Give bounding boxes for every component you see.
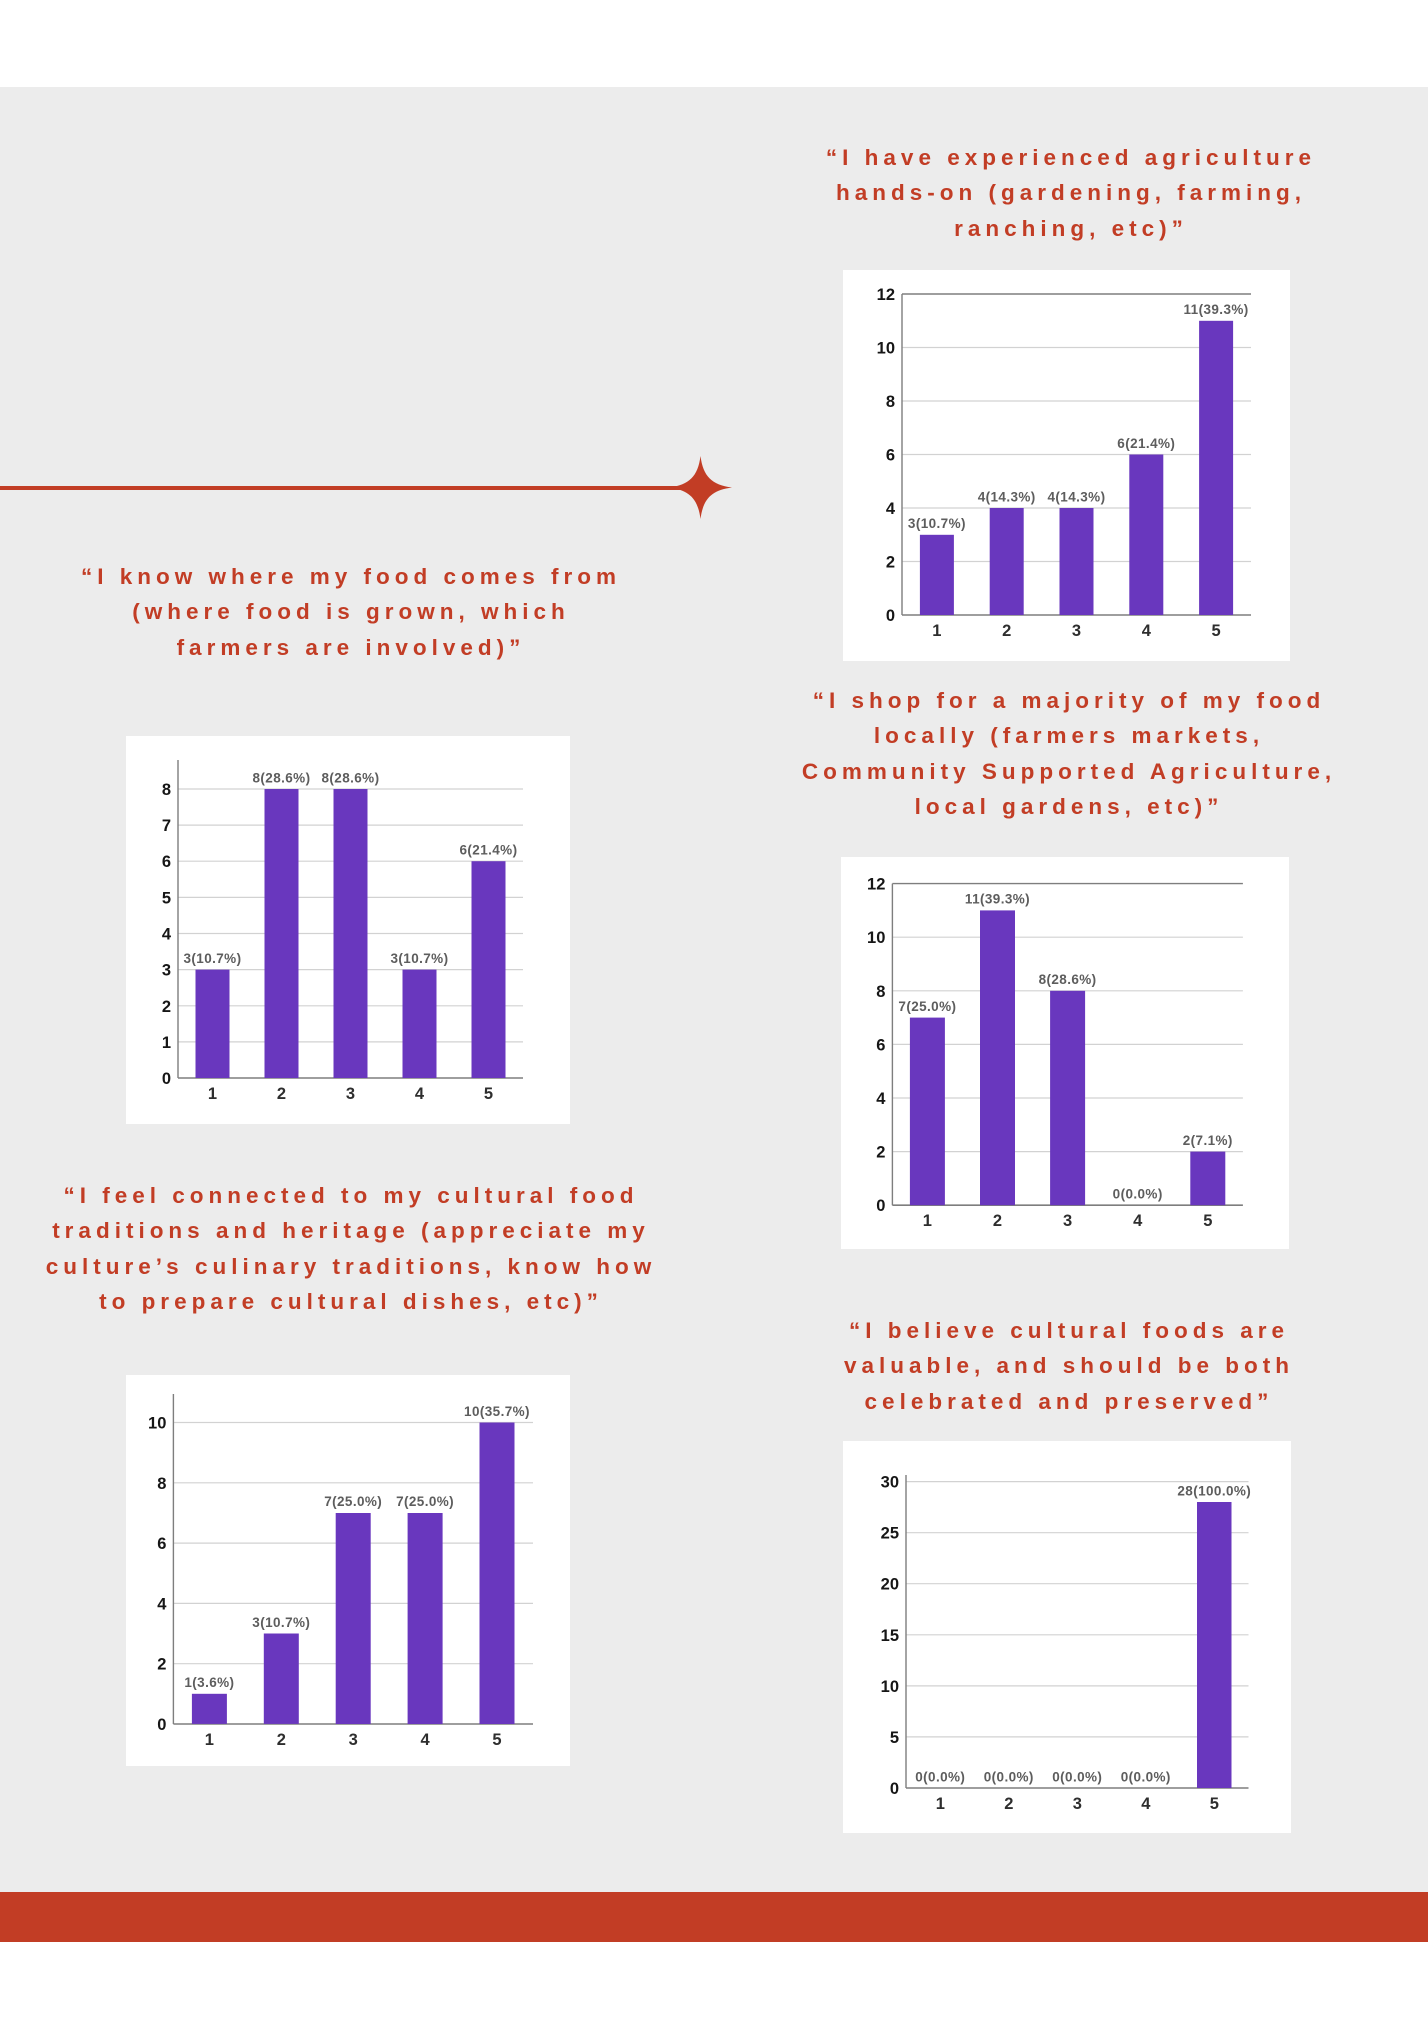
svg-text:6: 6 xyxy=(157,1535,166,1553)
svg-text:0(0.0%): 0(0.0%) xyxy=(1052,1769,1102,1784)
svg-text:20: 20 xyxy=(881,1576,899,1594)
svg-text:6: 6 xyxy=(886,447,895,465)
svg-text:4: 4 xyxy=(1142,622,1152,640)
svg-text:5: 5 xyxy=(492,1731,501,1749)
svg-text:7(25.0%): 7(25.0%) xyxy=(324,1494,382,1509)
svg-text:12: 12 xyxy=(867,876,885,894)
svg-text:3: 3 xyxy=(1072,622,1081,640)
svg-text:5: 5 xyxy=(1212,622,1221,640)
svg-text:0(0.0%): 0(0.0%) xyxy=(1113,1187,1163,1202)
svg-text:3(10.7%): 3(10.7%) xyxy=(908,516,966,531)
svg-text:28(100.0%): 28(100.0%) xyxy=(1177,1483,1251,1498)
svg-text:1: 1 xyxy=(932,622,941,640)
svg-text:8: 8 xyxy=(162,781,171,799)
svg-text:8: 8 xyxy=(157,1475,166,1493)
svg-text:11(39.3%): 11(39.3%) xyxy=(965,892,1030,907)
svg-text:0(0.0%): 0(0.0%) xyxy=(984,1769,1034,1784)
svg-text:0: 0 xyxy=(886,607,895,625)
svg-text:1: 1 xyxy=(162,1034,171,1052)
svg-text:8: 8 xyxy=(886,393,895,411)
svg-text:15: 15 xyxy=(881,1627,899,1645)
svg-text:0(0.0%): 0(0.0%) xyxy=(915,1769,965,1784)
svg-text:4: 4 xyxy=(415,1085,425,1103)
svg-text:6: 6 xyxy=(162,853,171,871)
svg-text:4(14.3%): 4(14.3%) xyxy=(978,489,1036,504)
svg-text:8(28.6%): 8(28.6%) xyxy=(322,770,380,785)
svg-text:0: 0 xyxy=(162,1070,171,1088)
svg-text:10: 10 xyxy=(881,1678,899,1696)
svg-text:2: 2 xyxy=(1002,622,1011,640)
svg-text:8(28.6%): 8(28.6%) xyxy=(1039,972,1097,987)
svg-text:4: 4 xyxy=(886,500,896,518)
svg-text:10: 10 xyxy=(877,340,895,358)
svg-text:5: 5 xyxy=(162,889,171,907)
svg-text:2: 2 xyxy=(277,1085,286,1103)
svg-text:4: 4 xyxy=(876,1090,886,1108)
svg-text:4: 4 xyxy=(157,1595,167,1613)
svg-text:10: 10 xyxy=(148,1415,166,1433)
svg-text:1: 1 xyxy=(205,1731,214,1749)
svg-text:0: 0 xyxy=(890,1780,899,1798)
svg-text:3: 3 xyxy=(349,1731,358,1749)
svg-text:2: 2 xyxy=(277,1731,286,1749)
svg-text:1: 1 xyxy=(936,1795,945,1813)
svg-text:8: 8 xyxy=(876,983,885,1001)
svg-text:5: 5 xyxy=(1210,1795,1219,1813)
svg-text:3: 3 xyxy=(1063,1212,1072,1230)
svg-text:7(25.0%): 7(25.0%) xyxy=(396,1494,454,1509)
svg-text:2: 2 xyxy=(993,1212,1002,1230)
svg-text:8(28.6%): 8(28.6%) xyxy=(253,770,311,785)
svg-text:1: 1 xyxy=(208,1085,217,1103)
svg-text:5: 5 xyxy=(890,1729,899,1747)
svg-text:4: 4 xyxy=(162,926,172,944)
svg-text:7(25.0%): 7(25.0%) xyxy=(898,999,956,1014)
svg-text:1: 1 xyxy=(923,1212,932,1230)
svg-text:3(10.7%): 3(10.7%) xyxy=(252,1615,310,1630)
svg-text:7: 7 xyxy=(162,817,171,835)
svg-text:12: 12 xyxy=(877,286,895,304)
svg-text:5: 5 xyxy=(484,1085,493,1103)
svg-text:3: 3 xyxy=(162,962,171,980)
svg-text:11(39.3%): 11(39.3%) xyxy=(1184,302,1249,317)
svg-text:0: 0 xyxy=(876,1197,885,1215)
svg-text:2: 2 xyxy=(876,1144,885,1162)
svg-text:2: 2 xyxy=(886,554,895,572)
svg-text:3(10.7%): 3(10.7%) xyxy=(184,951,242,966)
svg-text:3: 3 xyxy=(346,1085,355,1103)
svg-text:3(10.7%): 3(10.7%) xyxy=(391,951,449,966)
svg-text:6(21.4%): 6(21.4%) xyxy=(1117,436,1175,451)
svg-text:4: 4 xyxy=(1141,1795,1151,1813)
svg-text:10: 10 xyxy=(867,929,885,947)
svg-text:2(7.1%): 2(7.1%) xyxy=(1183,1133,1233,1148)
svg-text:2: 2 xyxy=(1004,1795,1013,1813)
svg-text:6(21.4%): 6(21.4%) xyxy=(460,843,518,858)
svg-text:0(0.0%): 0(0.0%) xyxy=(1121,1769,1171,1784)
svg-text:5: 5 xyxy=(1203,1212,1212,1230)
svg-text:30: 30 xyxy=(881,1474,899,1492)
svg-text:4: 4 xyxy=(1133,1212,1143,1230)
svg-text:3: 3 xyxy=(1073,1795,1082,1813)
svg-text:1(3.6%): 1(3.6%) xyxy=(184,1675,234,1690)
svg-text:2: 2 xyxy=(162,998,171,1016)
svg-text:4: 4 xyxy=(421,1731,431,1749)
svg-text:4(14.3%): 4(14.3%) xyxy=(1048,489,1106,504)
svg-text:2: 2 xyxy=(157,1656,166,1674)
svg-text:0: 0 xyxy=(157,1716,166,1734)
svg-text:6: 6 xyxy=(876,1036,885,1054)
svg-text:10(35.7%): 10(35.7%) xyxy=(464,1404,530,1419)
svg-text:25: 25 xyxy=(881,1525,899,1543)
